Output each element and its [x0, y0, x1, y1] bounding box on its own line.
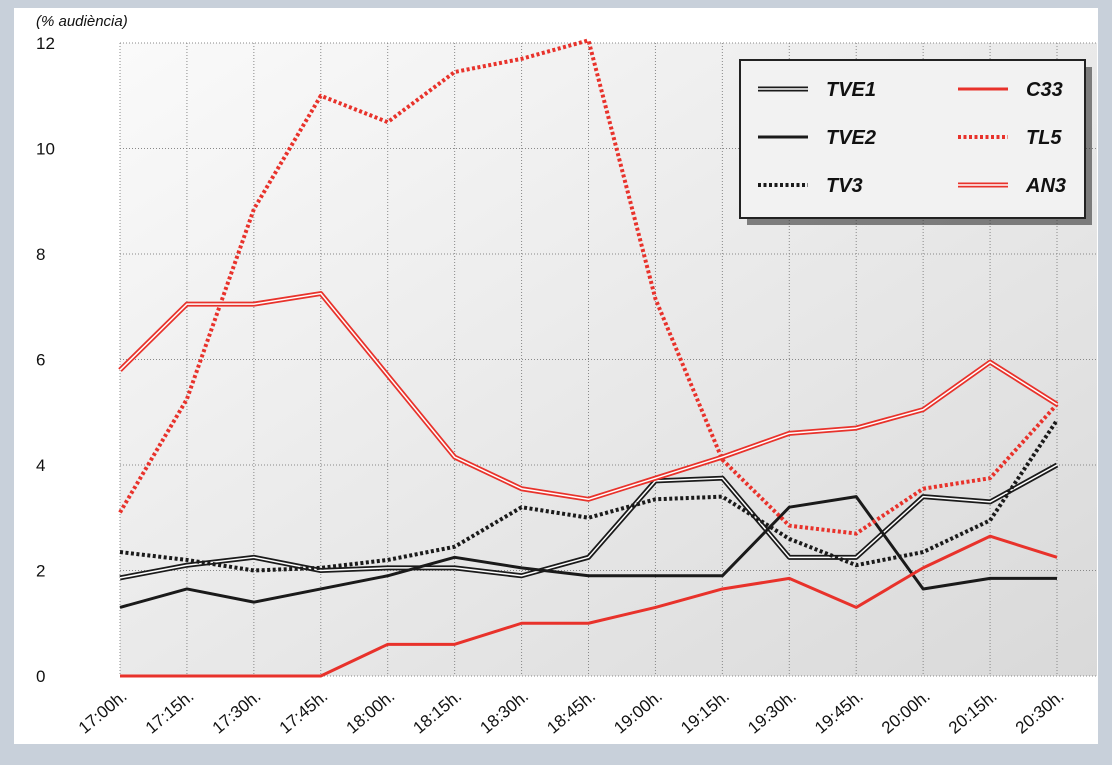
y-tick-label: 2 [36, 562, 45, 581]
legend-label: AN3 [1025, 175, 1066, 197]
legend-label: TL5 [1026, 127, 1062, 149]
y-tick-label: 10 [36, 140, 55, 159]
y-tick-label: 12 [36, 34, 55, 53]
legend-label: TVE1 [826, 79, 876, 101]
y-tick-label: 6 [36, 351, 45, 370]
legend-label: C33 [1026, 79, 1063, 101]
y-tick-label: 4 [36, 456, 45, 475]
legend-label: TVE2 [826, 127, 876, 149]
y-axis-label: (% audiència) [36, 13, 128, 30]
chart: (% audiència) 02468101217:00h.17:15h.17:… [0, 0, 1112, 760]
y-tick-label: 0 [36, 667, 45, 686]
y-tick-label: 8 [36, 245, 45, 264]
legend: TVE1 TVE2 TV3 C33 TL5 AN3 [740, 60, 1092, 225]
legend-label: TV3 [826, 175, 863, 197]
